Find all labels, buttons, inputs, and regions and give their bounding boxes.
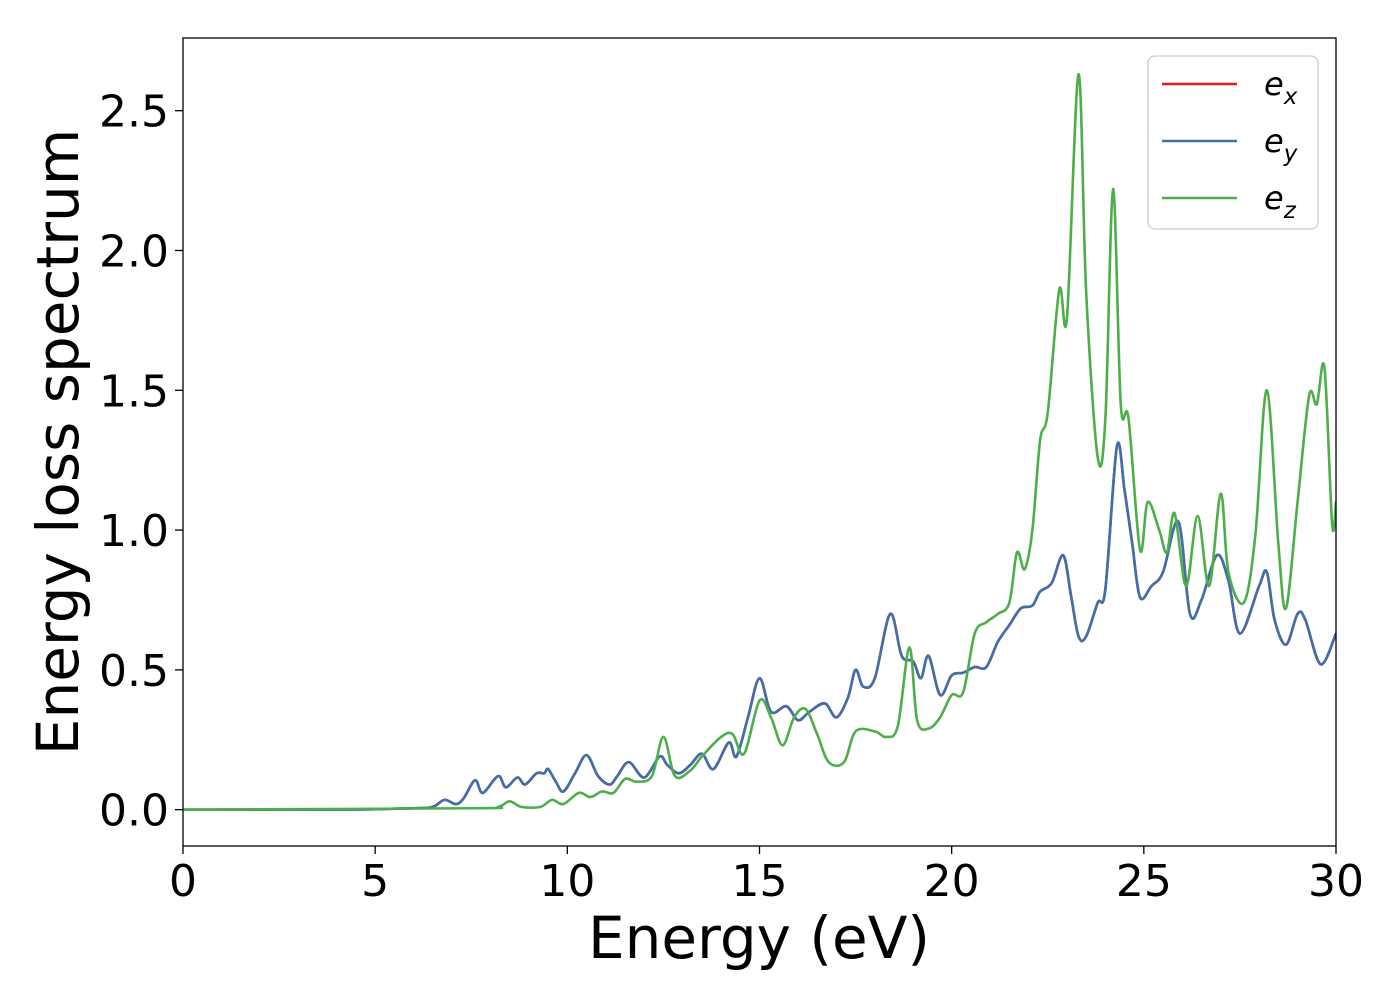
x-tick-label: 15 (732, 856, 788, 907)
legend-entries: ex ey ez (1162, 65, 1298, 224)
legend-label-ey: ey (1264, 122, 1298, 167)
y-tick-label: 1.5 (99, 366, 169, 417)
y-tick-label: 2.5 (99, 87, 169, 138)
x-tick-label: 5 (361, 856, 389, 907)
x-tick-label: 30 (1308, 856, 1364, 907)
legend-label-ex: ex (1264, 65, 1298, 110)
legend-box (1147, 55, 1319, 230)
y-tick-label: 2.0 (99, 226, 169, 277)
x-tick-label: 25 (1116, 856, 1172, 907)
y-tick-label: 0.5 (99, 646, 169, 697)
y-tick-label: 0.0 (99, 786, 169, 837)
x-axis-ticks: 0 5 10 15 20 25 30 (169, 846, 1364, 907)
legend-label-ez: ez (1264, 179, 1297, 224)
series-line-ez (183, 73, 1336, 811)
x-axis-title: Energy (eV) (588, 904, 930, 972)
series-layer (183, 73, 1336, 812)
y-tick-label: 1.0 (99, 506, 169, 557)
legend: ex ey ez (1147, 55, 1319, 230)
x-tick-label: 0 (169, 856, 197, 907)
x-tick-label: 10 (539, 856, 595, 907)
series-line-ey (183, 441, 1336, 812)
y-axis-title: Energy loss spectrum (24, 129, 92, 755)
x-tick-label: 20 (924, 856, 980, 907)
series-line-ex (183, 441, 1336, 812)
y-axis-ticks: 0.0 0.5 1.0 1.5 2.0 2.5 (99, 87, 183, 837)
